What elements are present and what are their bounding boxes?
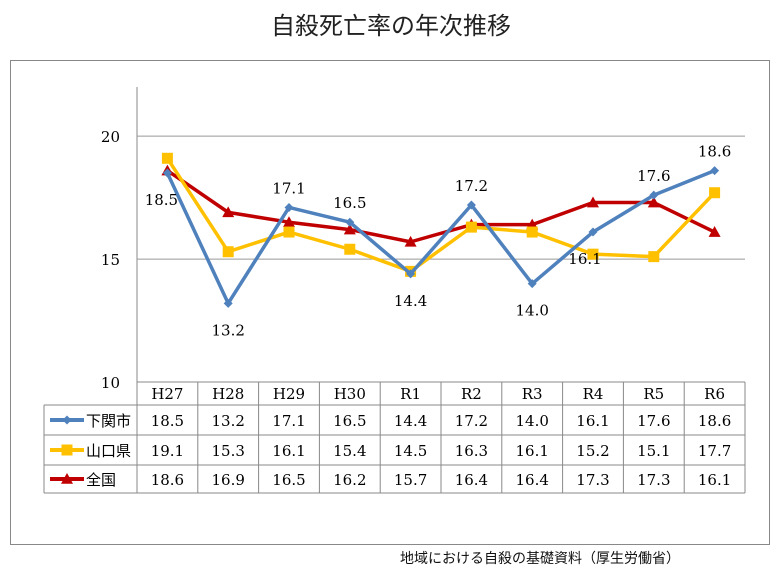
legend-label: 山口県 bbox=[86, 442, 131, 460]
table-cell: 16.3 bbox=[455, 442, 488, 460]
table-cell: 17.3 bbox=[576, 471, 609, 489]
data-point bbox=[587, 196, 599, 208]
x-tick-label: R3 bbox=[522, 385, 543, 403]
data-point bbox=[465, 221, 477, 233]
table-cell: 16.1 bbox=[698, 471, 731, 489]
data-label: 18.5 bbox=[145, 191, 178, 209]
table-cell: 15.7 bbox=[394, 471, 427, 489]
table-cell: 15.1 bbox=[637, 442, 670, 460]
data-label: 16.1 bbox=[568, 250, 601, 268]
x-tick-label: H27 bbox=[151, 385, 183, 403]
table-cell: 16.2 bbox=[333, 471, 366, 489]
data-point bbox=[708, 226, 721, 237]
x-tick-label: R2 bbox=[461, 385, 482, 403]
x-tick-label: R1 bbox=[400, 385, 421, 403]
data-point bbox=[587, 248, 599, 260]
x-tick-label: R4 bbox=[583, 385, 604, 403]
y-tick-label: 10 bbox=[101, 374, 120, 392]
data-point bbox=[647, 196, 660, 208]
table-cell: 16.9 bbox=[211, 471, 244, 489]
data-point bbox=[466, 200, 476, 210]
table-cell: 14.5 bbox=[394, 442, 427, 460]
data-point bbox=[162, 168, 172, 178]
data-point bbox=[648, 251, 660, 263]
legend-marker-diamond bbox=[62, 415, 72, 425]
table-cell: 18.6 bbox=[151, 471, 184, 489]
table-cell: 19.1 bbox=[151, 442, 184, 460]
data-label: 17.1 bbox=[272, 179, 305, 197]
table-cell: 14.0 bbox=[515, 412, 548, 430]
table-cell: 16.1 bbox=[272, 442, 305, 460]
data-label: 18.6 bbox=[698, 143, 731, 161]
table-cell: 13.2 bbox=[211, 412, 244, 430]
data-point bbox=[161, 152, 173, 164]
series-line bbox=[165, 168, 716, 306]
data-point bbox=[343, 223, 356, 235]
table-cell: 16.4 bbox=[515, 471, 548, 489]
data-point bbox=[284, 202, 294, 212]
table-cell: 17.2 bbox=[455, 412, 488, 430]
data-point bbox=[345, 217, 355, 227]
x-tick-label: R6 bbox=[704, 385, 725, 403]
table-cell: 16.5 bbox=[333, 412, 366, 430]
table-cell: 15.2 bbox=[576, 442, 609, 460]
table-cell: 17.6 bbox=[637, 412, 670, 430]
table-cell: 18.6 bbox=[698, 412, 731, 430]
data-point bbox=[527, 279, 537, 289]
data-label: 14.4 bbox=[394, 292, 427, 310]
data-point bbox=[344, 243, 356, 255]
x-tick-label: H28 bbox=[212, 385, 244, 403]
legend-marker-triangle bbox=[61, 473, 73, 484]
table-cell: 17.3 bbox=[637, 471, 670, 489]
data-label: 17.6 bbox=[637, 167, 670, 185]
table-cell: 15.3 bbox=[211, 442, 244, 460]
data-point bbox=[406, 269, 416, 279]
legend-label: 全国 bbox=[86, 471, 116, 489]
source-note: 地域における自殺の基礎資料（厚生労働省） bbox=[400, 551, 680, 567]
y-tick-label: 15 bbox=[101, 251, 120, 269]
series-line bbox=[165, 157, 716, 274]
data-point bbox=[588, 227, 598, 237]
legend-label: 下関市 bbox=[86, 412, 131, 430]
data-point bbox=[222, 246, 234, 258]
data-point bbox=[710, 166, 720, 176]
chart-title: 自殺死亡率の年次推移 bbox=[271, 12, 511, 40]
table-cell: 16.4 bbox=[455, 471, 488, 489]
x-tick-label: H30 bbox=[334, 385, 366, 403]
table-cell: 17.7 bbox=[698, 442, 731, 460]
data-point bbox=[649, 190, 659, 200]
table-cell: 15.4 bbox=[333, 442, 366, 460]
table-cell: 16.1 bbox=[576, 412, 609, 430]
data-point bbox=[404, 235, 417, 247]
data-point bbox=[709, 187, 721, 199]
table-cell: 18.5 bbox=[151, 412, 184, 430]
x-tick-label: H29 bbox=[273, 385, 305, 403]
data-label: 14.0 bbox=[515, 302, 548, 320]
chart-frame bbox=[10, 60, 770, 545]
legend-marker-square bbox=[61, 444, 73, 456]
table-cell: 17.1 bbox=[272, 412, 305, 430]
data-point bbox=[283, 216, 295, 228]
data-point bbox=[222, 206, 235, 218]
x-tick-label: R5 bbox=[643, 385, 664, 403]
data-point bbox=[223, 298, 233, 308]
table-cell: 16.5 bbox=[272, 471, 305, 489]
table-cell: 16.1 bbox=[515, 442, 548, 460]
series-line bbox=[166, 169, 716, 244]
table-cell: 14.4 bbox=[394, 412, 427, 430]
data-label: 17.2 bbox=[455, 177, 488, 195]
data-point bbox=[526, 226, 538, 238]
data-point bbox=[283, 226, 295, 238]
data-label: 13.2 bbox=[211, 321, 244, 339]
data-label: 16.5 bbox=[333, 194, 366, 212]
y-tick-label: 20 bbox=[101, 128, 120, 146]
